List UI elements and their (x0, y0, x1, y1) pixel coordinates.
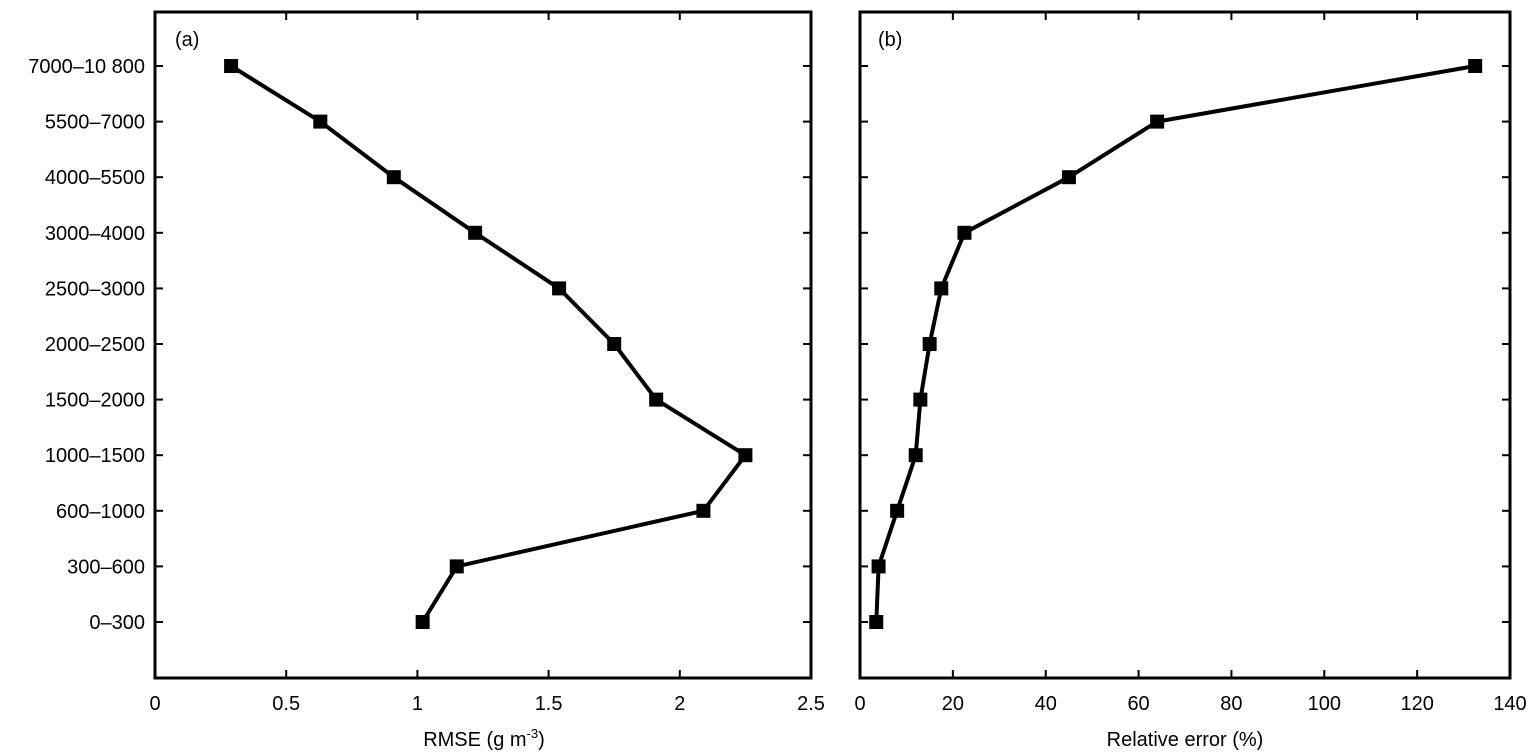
x-tick-label: 40 (1035, 693, 1057, 715)
panel-a-label: (a) (175, 29, 199, 51)
panel-a: 0 0.5 1 1.5 2 2.5 0–300 300–600 600–1000 1000–15… (28, 10, 825, 751)
data-point-marker (224, 59, 239, 73)
y-tick-label: 1500–2000 (45, 390, 145, 412)
series-line (230, 64, 748, 624)
x-tick-label: 20 (942, 693, 964, 715)
panel-b-frame (858, 10, 1512, 680)
panel-b-label: (b) (878, 29, 902, 51)
y-tick-label: 0–300 (89, 612, 145, 634)
data-point-marker (449, 559, 464, 574)
y-tick-label: 1000–1500 (45, 445, 145, 467)
data-point-marker (649, 392, 664, 407)
panel-b: 0 20 40 60 80 100 120 140 (b) Relative error (%… (854, 10, 1527, 751)
x-tick-label: 60 (1127, 693, 1149, 715)
panel-a-y-ticks: 0–300 300–600 600–1000 1000–1500 1500–2000 20… (28, 56, 811, 634)
panel-a-series (224, 59, 753, 629)
x-tick-label: 0 (854, 693, 865, 715)
data-point-marker (386, 170, 401, 185)
panel-b-x-axis-label: Relative error (%) (1107, 729, 1264, 751)
x-tick-label: 0.5 (272, 693, 300, 715)
data-point-marker (913, 392, 928, 407)
data-point-marker (922, 337, 937, 351)
panel-b-y-ticks (860, 65, 1510, 623)
x-tick-label: 140 (1493, 693, 1526, 715)
data-point-marker (738, 448, 753, 463)
y-tick-label: 2500–3000 (45, 278, 145, 300)
data-point-marker (552, 281, 567, 296)
x-tick-label: 2 (674, 693, 685, 715)
y-tick-label: 300–600 (67, 556, 145, 578)
y-tick-label: 5500–7000 (45, 112, 145, 134)
x-tick-label: 80 (1220, 693, 1242, 715)
data-point-marker (890, 503, 905, 518)
data-point-marker (869, 615, 884, 629)
y-tick-label: 600–1000 (56, 501, 145, 523)
y-tick-label: 3000–4000 (45, 223, 145, 245)
data-point-marker (415, 615, 430, 629)
data-point-marker (934, 281, 949, 296)
data-point-marker (1468, 59, 1483, 73)
x-tick-label: 0 (149, 693, 160, 715)
panel-a-x-axis-label: RMSE (g m-3) (423, 726, 545, 751)
data-point-marker (957, 225, 972, 240)
y-tick-label: 2000–2500 (45, 334, 145, 356)
panel-a-x-ticks: 0 0.5 1 1.5 2 2.5 (149, 12, 825, 715)
data-point-marker (313, 114, 328, 129)
panel-b-x-ticks: 0 20 40 60 80 100 120 140 (854, 12, 1527, 715)
x-tick-label: 100 (1308, 693, 1341, 715)
x-tick-label: 1.5 (535, 693, 563, 715)
x-tick-label: 1 (412, 693, 423, 715)
y-tick-label: 7000–10 800 (28, 56, 145, 78)
x-tick-label: 2.5 (797, 693, 825, 715)
series-line (874, 64, 1476, 623)
data-point-marker (607, 337, 622, 351)
data-point-marker (468, 225, 483, 240)
y-tick-label: 4000–5500 (45, 167, 145, 189)
panel-a-frame (153, 10, 813, 680)
x-tick-label: 120 (1400, 693, 1433, 715)
data-point-marker (696, 503, 711, 518)
data-point-marker (1061, 170, 1076, 185)
data-point-marker (908, 448, 923, 463)
data-point-marker (1150, 114, 1165, 129)
data-point-marker (871, 559, 886, 574)
panel-b-series (869, 59, 1483, 629)
